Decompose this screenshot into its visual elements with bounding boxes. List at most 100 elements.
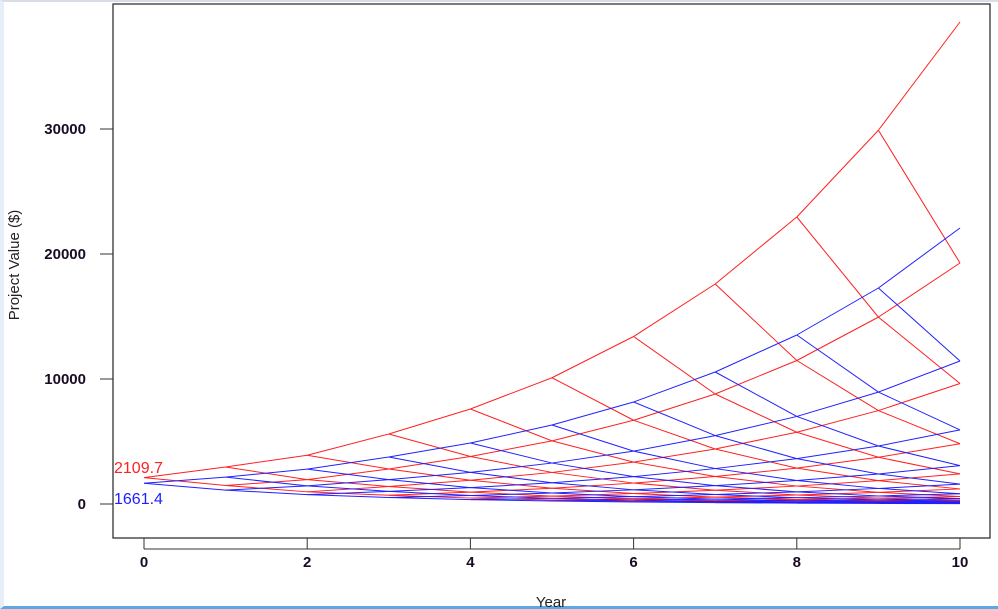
lattice-edge	[878, 262, 961, 318]
lattice-edge	[796, 458, 879, 475]
lattice-edge	[551, 500, 634, 503]
lattice-edge	[633, 448, 716, 463]
lattice-edge	[551, 450, 634, 464]
x-tick-label: 0	[140, 554, 148, 571]
lattice-edge	[633, 482, 716, 491]
lattice-edge	[470, 462, 553, 473]
lattice-edge	[470, 456, 553, 473]
x-tick-label: 2	[303, 554, 311, 571]
lattice-edge	[470, 471, 553, 481]
lattice-edge	[633, 450, 716, 470]
lattice-edge	[715, 497, 797, 500]
y-tick-label: 0	[78, 496, 86, 513]
lattice-edge	[470, 499, 553, 502]
lattice-edge	[715, 493, 797, 499]
lattice-edge	[633, 336, 716, 395]
lattice-edge	[551, 462, 634, 478]
x-axis: 0 2 4 6 8 10	[140, 538, 968, 571]
x-tick-label: 8	[793, 554, 801, 571]
lattice-edge	[878, 391, 961, 431]
lattice-edge	[470, 440, 553, 457]
lattice-edge	[715, 479, 797, 487]
lattice-edge	[878, 227, 961, 289]
lattice-edge	[551, 482, 634, 489]
lattice-edge	[796, 485, 879, 493]
lattice-edge	[715, 491, 797, 495]
lattice-edge	[878, 483, 961, 489]
lattice-edge	[470, 471, 553, 484]
lattice-edge	[470, 377, 553, 410]
lattice-edge	[551, 482, 634, 491]
lattice-edge	[551, 461, 634, 473]
lattice-edge	[796, 410, 879, 433]
lattice-edge	[715, 458, 797, 470]
lattice-edge	[143, 477, 226, 486]
lattice-edge	[551, 419, 634, 442]
lattice-edge	[715, 431, 797, 450]
lattice-1	[143, 227, 961, 505]
lattice-edge	[633, 419, 716, 450]
lattice-edge	[307, 479, 389, 487]
lattice-edge	[633, 468, 716, 478]
y-axis-label: Project Value ($)	[6, 210, 23, 321]
y-tick-label: 30000	[44, 121, 86, 138]
y-axis: 0 10000 20000 30000	[44, 121, 113, 513]
lattice-edge	[878, 21, 961, 131]
lattice-edge	[714, 334, 798, 373]
lattice-edge	[551, 336, 634, 379]
lattice-edge	[388, 433, 471, 457]
lattice-edge	[551, 377, 634, 421]
lattice-edge	[470, 487, 553, 494]
lattice-edge	[225, 454, 308, 468]
lattice-edge	[551, 476, 634, 484]
lattice-edge	[551, 489, 634, 494]
lattice-edge	[878, 316, 961, 384]
lattice-edge	[715, 415, 797, 437]
lattice-edge	[715, 448, 797, 469]
lattice-edge	[388, 487, 471, 492]
lattice-edge	[307, 494, 389, 498]
lattice-edge	[143, 466, 226, 479]
lattice-edge	[796, 480, 879, 487]
lattice-edge	[715, 476, 797, 487]
lattice-edge	[551, 492, 634, 498]
lattice-edge	[715, 485, 797, 493]
lattice-edge	[877, 129, 961, 264]
lattice-edge	[878, 480, 961, 490]
lattice-edge	[715, 435, 797, 460]
lattice-edge	[225, 489, 308, 496]
lattice-edge	[225, 468, 308, 478]
lattice-edge	[633, 393, 716, 421]
lattice-edge	[878, 465, 961, 475]
lattice-edge	[796, 216, 879, 318]
lattice-edge	[715, 467, 797, 477]
lattice-edge	[796, 334, 879, 393]
lattice-edge	[307, 456, 389, 470]
lattice-edge	[225, 479, 308, 486]
red-start-label: 2109.7	[114, 460, 163, 477]
lattice-edge	[307, 491, 389, 496]
lattice-edge	[878, 487, 961, 495]
lattice-edge	[551, 487, 634, 495]
x-tick-label: 4	[466, 554, 475, 571]
lattice-edge	[388, 408, 471, 435]
lattice-edge	[633, 435, 716, 452]
lattice-edge	[878, 445, 961, 467]
lattice-edge	[633, 371, 716, 403]
lattice-edge	[796, 431, 879, 458]
lattice-edge	[878, 443, 961, 458]
lattice-edge	[633, 493, 716, 498]
plot-box	[112, 3, 991, 539]
lattice-edge	[796, 479, 879, 489]
lattice-edge	[551, 424, 634, 452]
lattice-edge	[551, 401, 634, 426]
x-axis-label: Year	[536, 594, 566, 609]
lattice-edge	[388, 456, 471, 473]
lattice-edge	[633, 476, 716, 487]
lattice-edge	[878, 495, 961, 500]
y-tick-label: 10000	[44, 371, 86, 388]
lattice-edge	[633, 283, 716, 337]
lattice-edge	[796, 456, 879, 469]
lattice-edge	[388, 468, 471, 481]
